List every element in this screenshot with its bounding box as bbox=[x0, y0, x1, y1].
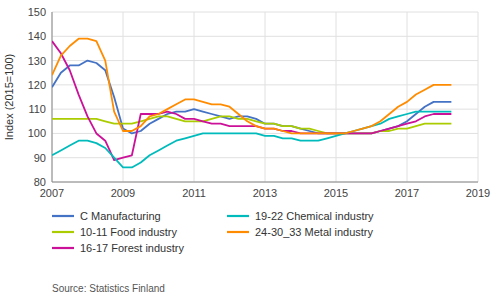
series-line bbox=[52, 112, 451, 168]
x-tick-label: 2009 bbox=[111, 187, 135, 199]
y-tick-label: 100 bbox=[28, 127, 46, 139]
legend-swatch bbox=[227, 231, 249, 233]
x-tick-label: 2013 bbox=[253, 187, 277, 199]
y-tick-label: 150 bbox=[28, 6, 46, 18]
chart: 8090100110120130140150200720092011201320… bbox=[0, 0, 493, 304]
y-tick-label: 120 bbox=[28, 79, 46, 91]
x-grid-line bbox=[336, 12, 337, 182]
y-axis-line bbox=[52, 12, 53, 182]
x-grid-line bbox=[265, 12, 266, 182]
legend: C Manufacturing 10-11 Food industry 16-17 … bbox=[52, 210, 374, 254]
legend-label: 19-22 Chemical industry bbox=[255, 210, 374, 222]
legend-swatch bbox=[227, 215, 249, 217]
x-grid-line bbox=[52, 12, 53, 182]
grid bbox=[52, 12, 478, 182]
y-tick-label: 140 bbox=[28, 30, 46, 42]
plot-area bbox=[52, 39, 451, 168]
x-grid-line bbox=[407, 12, 408, 182]
x-tick-label: 2011 bbox=[182, 187, 206, 199]
x-grid-line bbox=[478, 12, 479, 182]
legend-label: 24-30_33 Metal industry bbox=[255, 226, 374, 238]
x-grid-line bbox=[123, 12, 124, 182]
legend-swatch bbox=[52, 247, 74, 249]
source-note: Source: Statistics Finland bbox=[52, 283, 165, 294]
y-tick-label: 130 bbox=[28, 55, 46, 67]
y-tick-label: 90 bbox=[34, 152, 46, 164]
legend-label: 16-17 Forest industry bbox=[80, 242, 184, 254]
x-tick-label: 2019 bbox=[466, 187, 490, 199]
x-grid-line bbox=[194, 12, 195, 182]
legend-swatch bbox=[52, 231, 74, 233]
y-tick-label: 110 bbox=[28, 103, 46, 115]
y-grid-line bbox=[52, 182, 478, 183]
y-axis-label: Index (2015=100) bbox=[3, 54, 15, 141]
x-axis-line bbox=[52, 182, 478, 183]
legend-label: C Manufacturing bbox=[80, 210, 161, 222]
x-tick-label: 2015 bbox=[324, 187, 348, 199]
x-tick-label: 2007 bbox=[40, 187, 64, 199]
series-line bbox=[52, 39, 451, 134]
x-tick-label: 2017 bbox=[395, 187, 419, 199]
legend-label: 10-11 Food industry bbox=[80, 226, 178, 238]
legend-swatch bbox=[52, 215, 74, 217]
